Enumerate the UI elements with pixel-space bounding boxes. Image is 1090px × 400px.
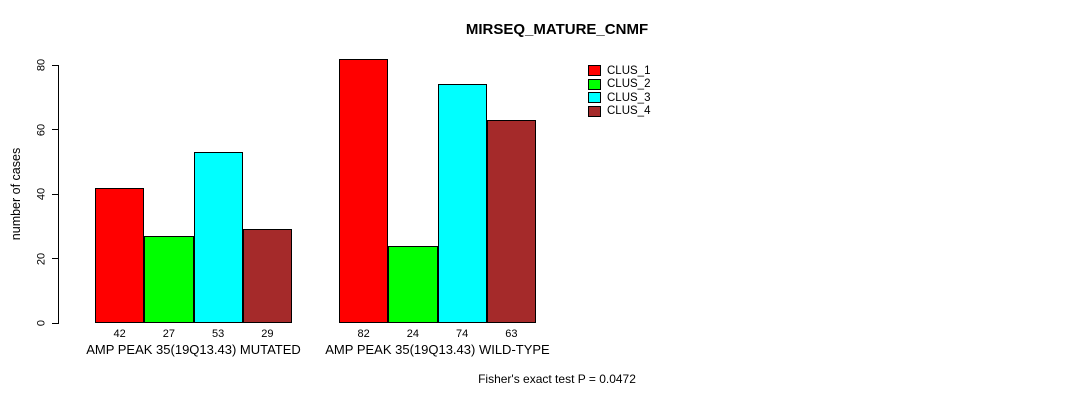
bar-value-label: 42 — [113, 328, 126, 340]
legend-swatch-icon — [588, 78, 601, 90]
bar-clus_2-group2 — [388, 245, 438, 323]
bar-clus_4-group1 — [242, 229, 292, 323]
y-tick-mark — [52, 64, 59, 66]
annotation-text: Fisher's exact test P = 0.0472 — [478, 372, 636, 386]
bar-clus_4-group2 — [486, 119, 536, 323]
bar-value-label: 82 — [357, 328, 370, 340]
legend-label: CLUS_1 — [607, 64, 651, 77]
bar-value-label: 27 — [162, 328, 175, 340]
bar-clus_3-group2 — [437, 84, 487, 323]
y-tick-label: 60 — [35, 123, 48, 136]
chart-title: MIRSEQ_MATURE_CNMF — [465, 21, 649, 38]
legend-label: CLUS_2 — [607, 78, 651, 91]
y-tick-label: 80 — [35, 58, 48, 72]
legend: CLUS_1 CLUS_2 CLUS_3 CLUS_4 — [588, 64, 650, 118]
legend-swatch-icon — [588, 65, 601, 77]
bar-value-label: 29 — [261, 328, 274, 340]
y-tick-mark — [52, 193, 59, 195]
legend-row-clus_2: CLUS_2 — [588, 78, 650, 92]
legend-row-clus_3: CLUS_3 — [588, 91, 650, 105]
y-tick-label: 40 — [35, 187, 48, 201]
category-label-group2: AMP PEAK 35(19Q13.43) WILD-TYPE — [325, 342, 550, 357]
legend-label: CLUS_3 — [607, 91, 651, 104]
legend-row-clus_1: CLUS_1 — [588, 64, 650, 78]
y-axis-label: number of cases — [9, 147, 23, 241]
legend-row-clus_4: CLUS_4 — [588, 105, 650, 119]
y-tick-label: 20 — [35, 252, 48, 265]
legend-label: CLUS_4 — [607, 105, 651, 118]
y-tick-mark — [52, 258, 59, 259]
y-tick-mark — [52, 129, 59, 130]
legend-swatch-icon — [588, 105, 601, 117]
bar-value-label: 24 — [406, 328, 419, 340]
category-label-group1: AMP PEAK 35(19Q13.43) MUTATED — [86, 342, 301, 357]
bar-clus_1-group2 — [339, 58, 389, 323]
legend-swatch-icon — [588, 92, 601, 104]
y-tick-label: 0 — [35, 319, 48, 327]
y-tick-mark — [52, 322, 59, 324]
bar-clus_2-group1 — [144, 235, 194, 323]
bar-value-label: 63 — [505, 328, 518, 340]
bar-clus_1-group1 — [95, 187, 145, 323]
bar-value-label: 74 — [456, 328, 469, 340]
bar-value-label: 53 — [212, 328, 225, 340]
bar-clus_3-group1 — [193, 152, 243, 323]
